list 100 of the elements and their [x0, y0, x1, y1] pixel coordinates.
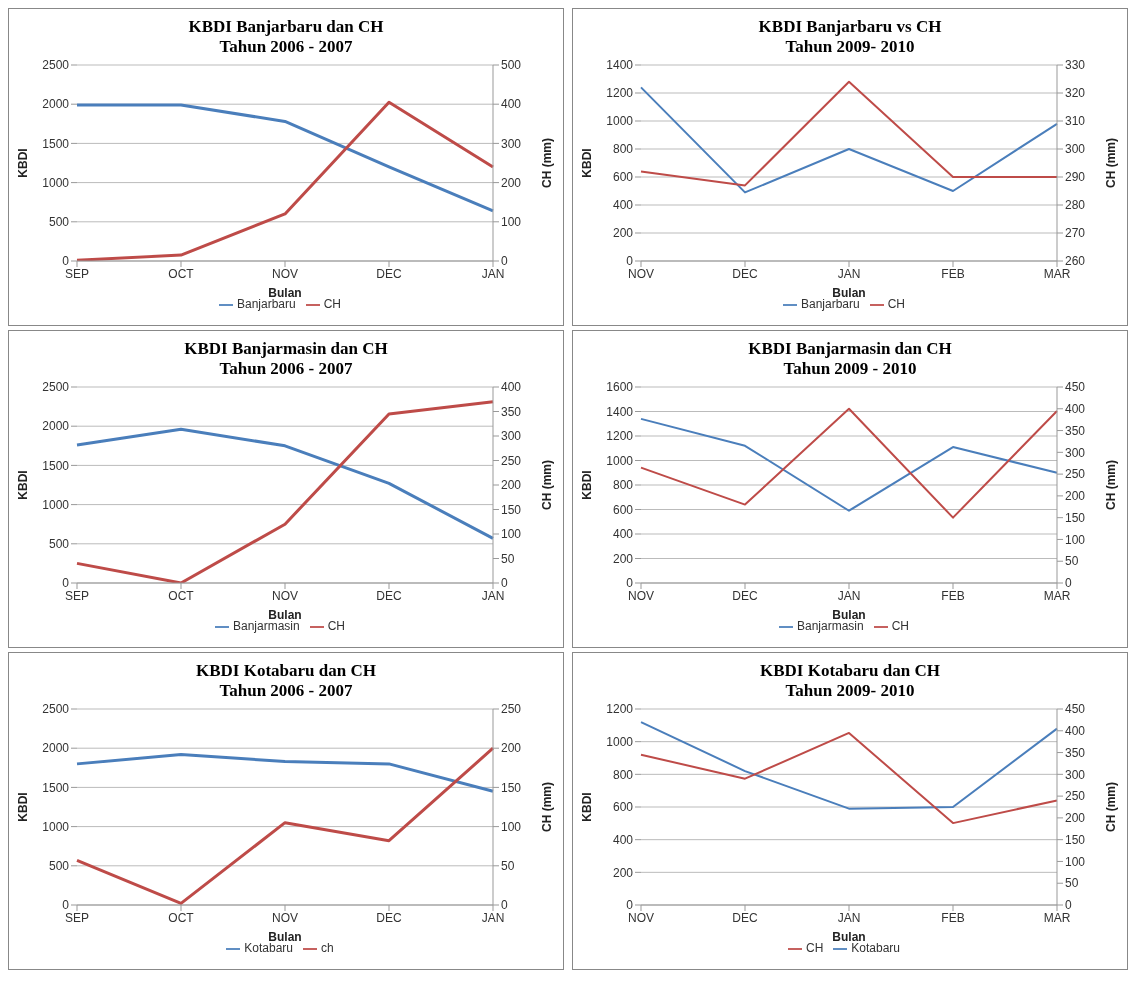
chart-subtitle: Tahun 2009 - 2010 [782, 359, 918, 379]
y-tick-label: 1200 [606, 86, 634, 101]
chart-subtitle: Tahun 2009- 2010 [784, 37, 916, 57]
y2-tick-label: 300 [1065, 142, 1086, 157]
chart-title: KBDI Banjarmasin dan CH [747, 339, 953, 359]
chart-title: KBDI Banjarbaru dan CH [187, 17, 385, 37]
y2-tick-label: 250 [1065, 467, 1086, 482]
y2-tick-label: 350 [1065, 423, 1086, 438]
line-series [640, 721, 1058, 810]
y-tick-label: 200 [612, 226, 634, 241]
x-tick-label: NOV [627, 266, 655, 281]
y-tick-label: 0 [62, 254, 70, 269]
y-axis-title: KBDI [16, 792, 31, 822]
y-tick-label: 2000 [42, 741, 70, 756]
y-tick-label: 2500 [42, 58, 70, 73]
y-tick-label: 600 [612, 502, 634, 517]
x-tick-label: JAN [481, 266, 505, 281]
y-tick-label: 0 [62, 898, 70, 913]
legend-label: Banjarbaru [800, 297, 860, 311]
y2-tick-label: 300 [501, 429, 522, 444]
y2-tick-label: 400 [501, 97, 522, 112]
y2-tick-label: 100 [1065, 854, 1086, 869]
x-axis-title: Bulan [268, 930, 302, 944]
y-tick-label: 0 [62, 576, 70, 591]
x-tick-label: JAN [837, 588, 861, 603]
y-axis-title: KBDI [580, 470, 595, 500]
legend-label: Kotabaru [244, 941, 293, 955]
y-tick-label: 0 [626, 898, 634, 913]
x-tick-label: DEC [376, 588, 402, 603]
x-axis-title: Bulan [832, 608, 866, 622]
y-tick-label: 200 [612, 551, 634, 566]
x-tick-label: DEC [732, 266, 758, 281]
y2-tick-label: 200 [501, 741, 522, 756]
y-tick-label: 400 [612, 527, 634, 542]
x-tick-label: JAN [837, 910, 861, 925]
y2-tick-label: 290 [1065, 170, 1086, 185]
y-tick-label: 500 [48, 215, 70, 230]
y2-axis-title: CH (mm) [540, 138, 555, 188]
y-tick-label: 2500 [42, 380, 70, 395]
y-tick-label: 1000 [606, 453, 634, 468]
x-tick-label: JAN [481, 910, 505, 925]
x-tick-label: OCT [168, 910, 195, 925]
y2-tick-label: 50 [501, 551, 515, 566]
y2-tick-label: 250 [501, 453, 522, 468]
y2-tick-label: 50 [501, 859, 515, 874]
y2-tick-label: 300 [1065, 445, 1086, 460]
y2-tick-label: 300 [501, 136, 522, 151]
y-tick-label: 2000 [42, 419, 70, 434]
x-axis-title: Bulan [268, 286, 302, 300]
y2-tick-label: 450 [1065, 380, 1086, 395]
y-axis-title: KBDI [16, 148, 31, 178]
y2-tick-label: 500 [501, 58, 522, 73]
y2-tick-label: 100 [1065, 532, 1086, 547]
y2-tick-label: 250 [501, 702, 522, 717]
y-tick-label: 1000 [42, 819, 70, 834]
chart-subtitle: Tahun 2006 - 2007 [218, 359, 354, 379]
y2-tick-label: 0 [501, 254, 508, 269]
y2-tick-label: 200 [1065, 811, 1086, 826]
line-series [640, 731, 1058, 825]
y-tick-label: 2500 [42, 702, 70, 717]
line-series [75, 103, 495, 213]
y-tick-label: 1400 [606, 404, 634, 419]
y2-tick-label: 350 [501, 404, 522, 419]
x-tick-label: JAN [481, 588, 505, 603]
x-tick-label: MAR [1043, 266, 1071, 281]
y2-tick-label: 150 [501, 780, 522, 795]
x-tick-label: NOV [627, 910, 655, 925]
x-tick-label: DEC [732, 910, 758, 925]
y2-tick-label: 350 [1065, 745, 1086, 760]
x-tick-label: FEB [941, 266, 965, 281]
line-series [640, 407, 1058, 519]
y-tick-label: 1000 [606, 734, 634, 749]
y2-tick-label: 0 [501, 576, 508, 591]
x-tick-label: OCT [168, 588, 195, 603]
y-tick-label: 1200 [606, 429, 634, 444]
y2-tick-label: 280 [1065, 198, 1086, 213]
y-tick-label: 1500 [42, 458, 70, 473]
x-tick-label: NOV [271, 910, 299, 925]
x-tick-label: MAR [1043, 910, 1071, 925]
y-axis-title: KBDI [580, 792, 595, 822]
y2-axis-title: CH (mm) [1104, 782, 1119, 832]
y-tick-label: 200 [612, 865, 634, 880]
chart-title: KBDI Banjarbaru vs CH [757, 17, 943, 37]
y2-tick-label: 100 [501, 819, 522, 834]
legend-label: Banjarbaru [236, 297, 296, 311]
chart-subtitle: Tahun 2006 - 2007 [218, 681, 354, 701]
x-tick-label: JAN [837, 266, 861, 281]
y2-tick-label: 150 [1065, 510, 1086, 525]
y-tick-label: 500 [48, 537, 70, 552]
y-tick-label: 600 [612, 800, 634, 815]
y-tick-label: 1000 [42, 175, 70, 190]
y2-axis-title: CH (mm) [540, 782, 555, 832]
y2-tick-label: 0 [1065, 898, 1072, 913]
legend-label: Kotabaru [851, 941, 901, 955]
legend-label: Banjarmasin [796, 619, 864, 633]
y-tick-label: 1400 [606, 58, 634, 73]
y-axis-title: KBDI [580, 148, 595, 178]
y2-tick-label: 450 [1065, 702, 1086, 717]
x-tick-label: MAR [1043, 588, 1071, 603]
y-tick-label: 800 [612, 478, 634, 493]
